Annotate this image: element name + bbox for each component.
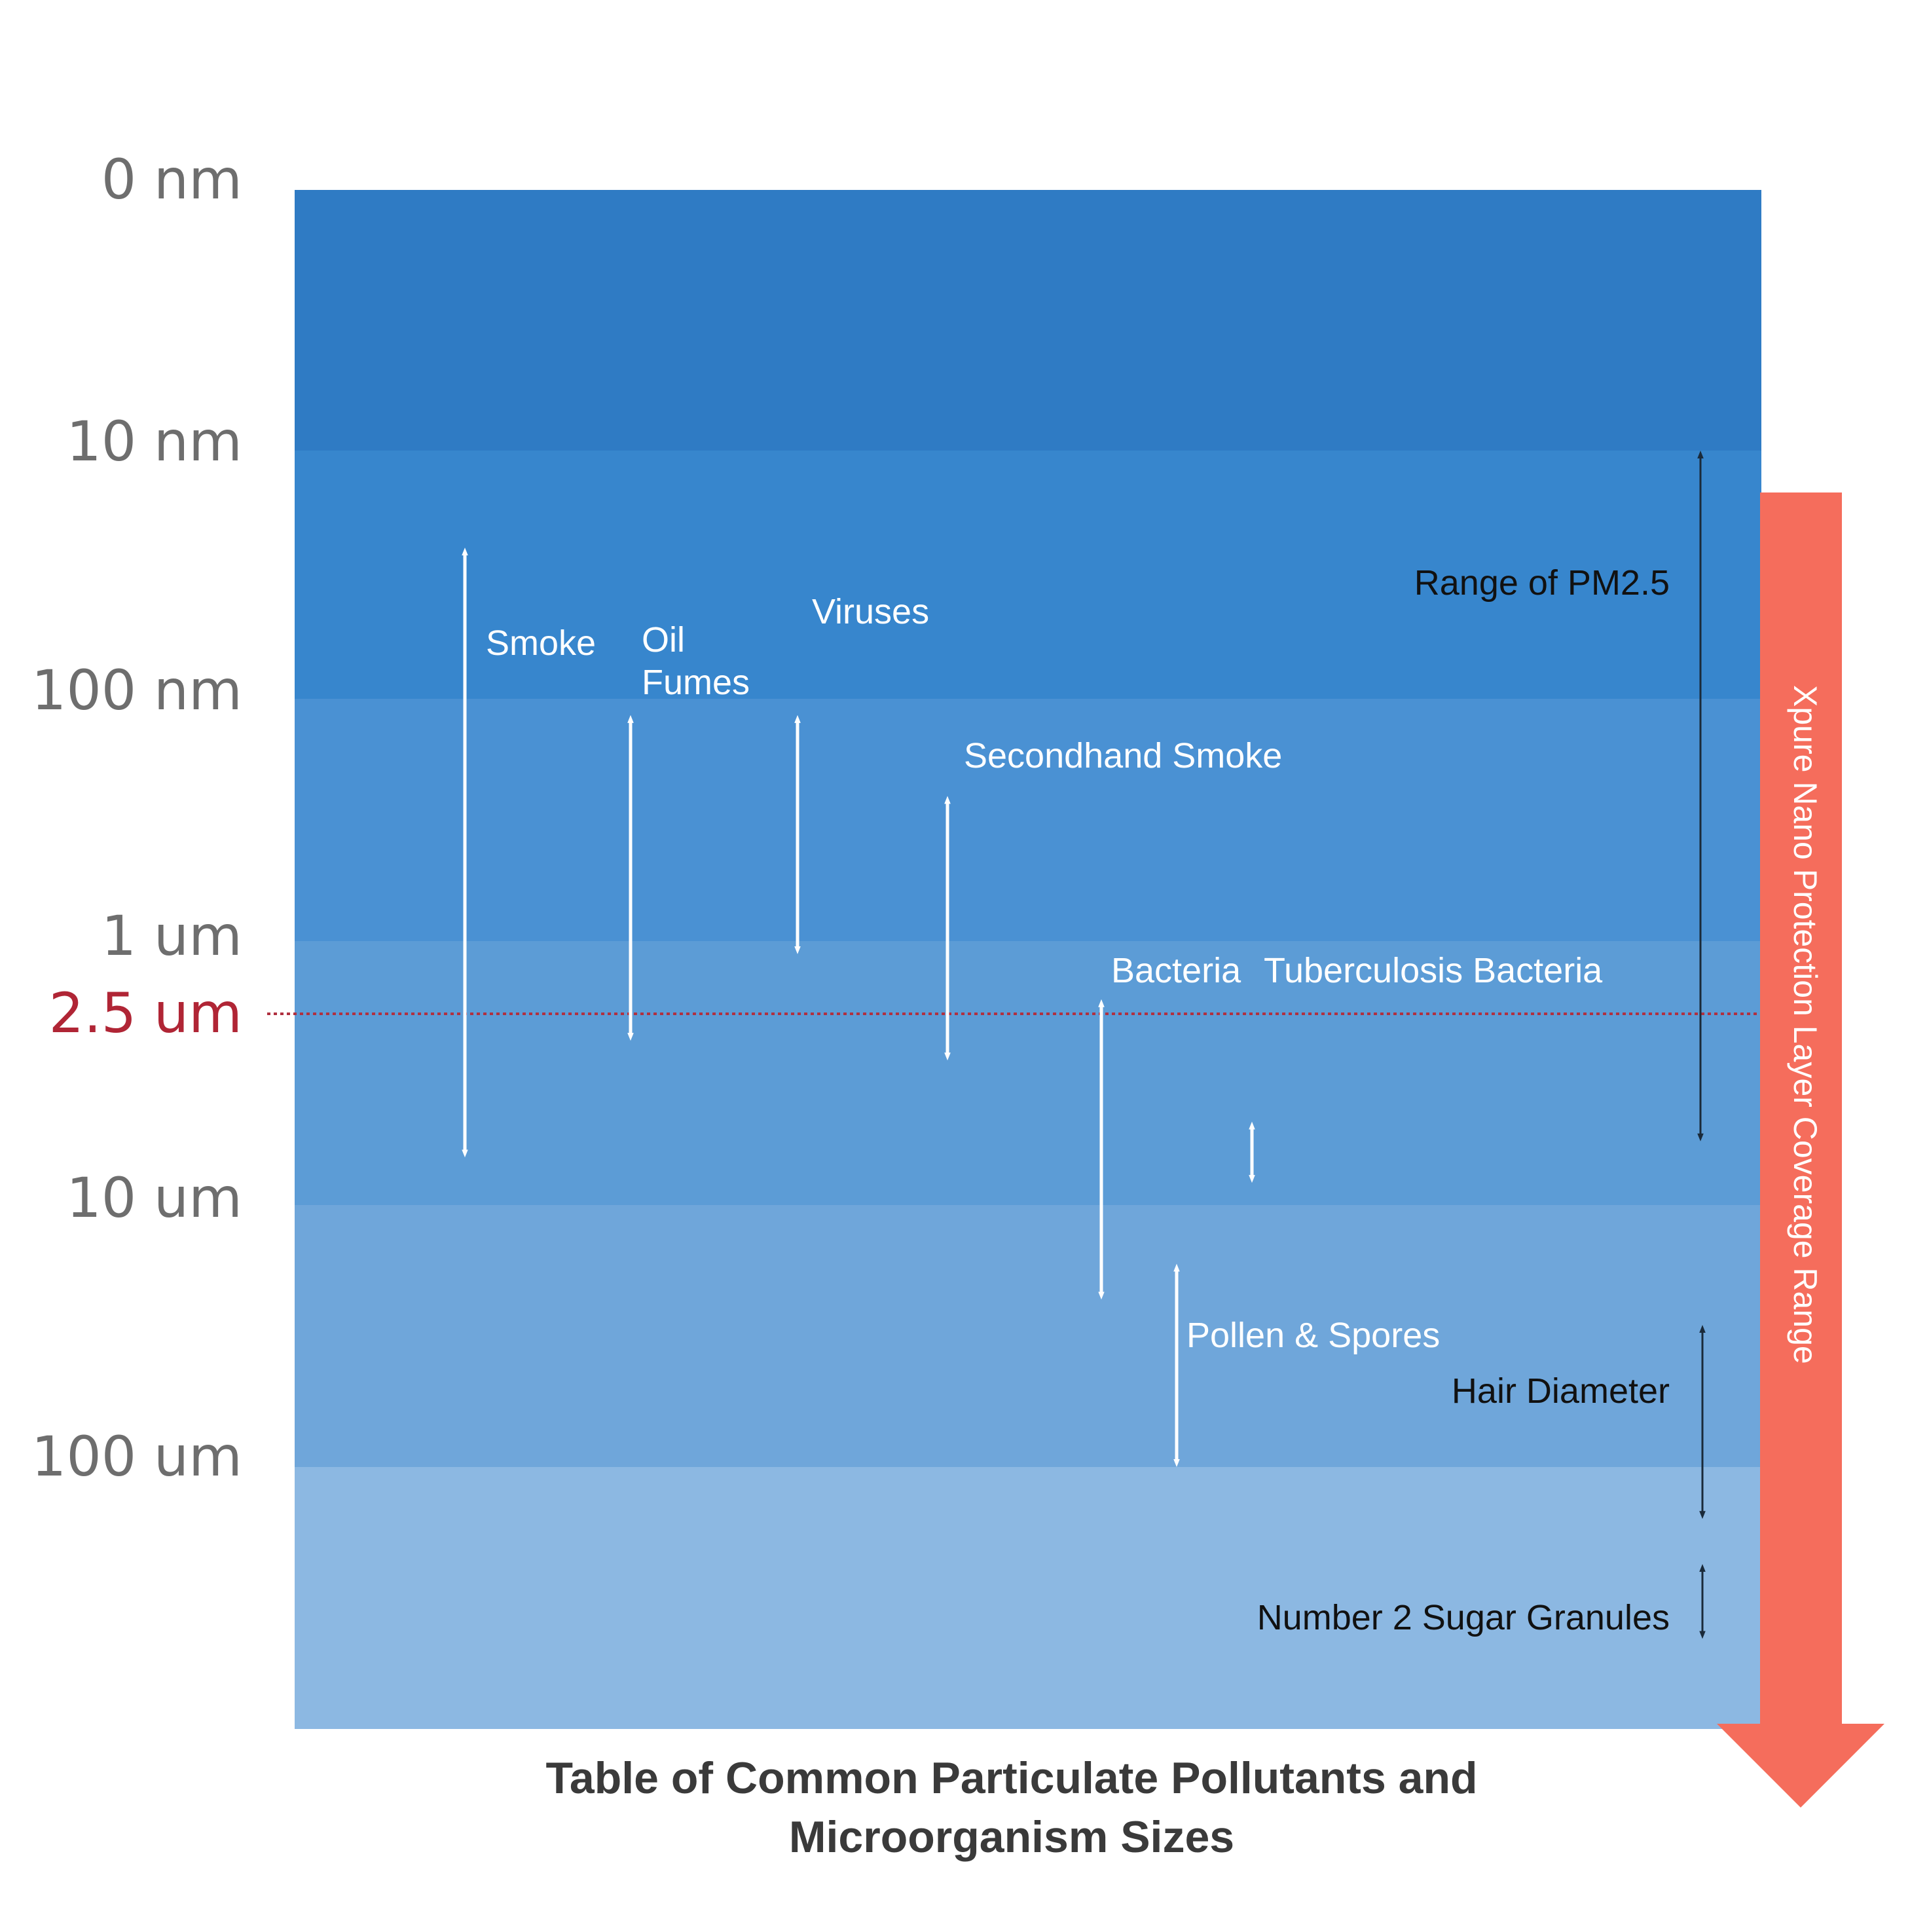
size-band-5 bbox=[295, 1205, 1761, 1467]
range-label-7: Pollen & Spores bbox=[1186, 1316, 1440, 1355]
coverage-arrow bbox=[1717, 492, 1884, 1808]
range-label-8: Range of PM2.5 bbox=[1414, 563, 1670, 603]
y-tick-label-6: 10 um bbox=[66, 1166, 242, 1230]
chart-title-line-1: Table of Common Particulate Pollutants a… bbox=[545, 1753, 1478, 1803]
size-band-6 bbox=[295, 1467, 1761, 1729]
range-label-4: Secondhand Smoke bbox=[964, 736, 1282, 775]
y-tick-label-2: 10 nm bbox=[66, 409, 242, 474]
size-band-1 bbox=[295, 190, 1761, 451]
y-tick-label-1: 0 nm bbox=[101, 147, 242, 212]
range-label-5: Bacteria bbox=[1111, 951, 1241, 990]
y-tick-label-7: 100 um bbox=[31, 1424, 242, 1489]
range-label-3: Viruses bbox=[812, 592, 929, 631]
coverage-label: Xpure Nano Protection Layer Coverage Ran… bbox=[1787, 685, 1824, 1364]
y-tick-label-4: 1 um bbox=[101, 904, 242, 968]
range-label-2-part-2: Fumes bbox=[642, 663, 750, 702]
range-label-6: Tuberculosis Bacteria bbox=[1264, 951, 1603, 990]
range-label-9: Hair Diameter bbox=[1452, 1371, 1670, 1411]
range-label-10: Number 2 Sugar Granules bbox=[1257, 1598, 1670, 1637]
y-tick-label-5: 2.5 um bbox=[49, 981, 242, 1045]
chart-title-line-2: Microorganism Sizes bbox=[788, 1812, 1235, 1862]
y-tick-label-3: 100 nm bbox=[31, 658, 242, 722]
size-band-2 bbox=[295, 451, 1761, 699]
size-band-4 bbox=[295, 941, 1761, 1205]
range-label-1: Smoke bbox=[486, 623, 596, 663]
size-band-3 bbox=[295, 699, 1761, 941]
range-label-2-part-1: Oil bbox=[642, 620, 685, 659]
chart-title: Table of Common Particulate Pollutants a… bbox=[0, 1749, 1910, 1867]
